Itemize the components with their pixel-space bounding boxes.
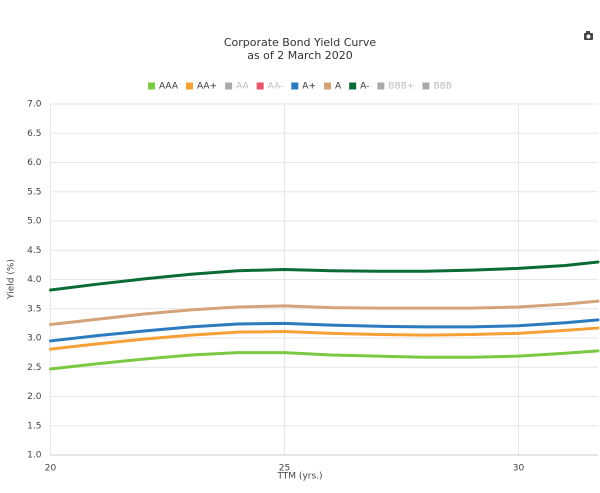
y-tick-label: 5.0: [27, 217, 42, 227]
chart-title: Corporate Bond Yield Curve: [224, 36, 377, 49]
series-line: [49, 349, 600, 371]
legend-item[interactable]: BBB+: [377, 82, 414, 92]
legend-label: AA+: [197, 82, 217, 92]
y-tick-label: 1.5: [27, 421, 41, 431]
legend-item[interactable]: AA-: [256, 82, 284, 92]
y-tick-label: 2.5: [27, 363, 41, 373]
legend-swatch: [148, 82, 155, 90]
y-tick-label: 6.0: [27, 158, 42, 168]
legend-item[interactable]: AAA: [148, 82, 179, 92]
legend-swatch: [349, 82, 357, 90]
legend-swatch: [324, 82, 331, 90]
legend-item[interactable]: A+: [291, 82, 316, 92]
legend-item[interactable]: AA: [225, 82, 250, 92]
legend-label: BBB: [433, 82, 452, 92]
legend-label: A: [335, 82, 342, 92]
legend-swatch: [225, 82, 233, 90]
legend-swatch: [256, 82, 264, 90]
series-line: [49, 318, 600, 343]
legend-label: A-: [360, 82, 369, 92]
y-tick-label: 7.0: [27, 100, 42, 110]
legend-item[interactable]: AA+: [185, 82, 217, 92]
y-tick-label: 6.5: [27, 129, 41, 139]
y-tick-label: 5.5: [27, 187, 41, 197]
legend-swatch: [185, 82, 193, 90]
legend-swatch: [377, 82, 385, 90]
legend-item[interactable]: A: [324, 82, 342, 92]
x-tick-label: 20: [45, 464, 57, 474]
y-axis-label: Yield (%): [7, 259, 17, 300]
x-tick-label: 25: [279, 464, 290, 474]
legend-label: AA: [236, 82, 249, 92]
legend-label: A+: [302, 82, 316, 92]
legend-swatch: [422, 82, 430, 90]
y-tick-label: 4.0: [27, 275, 42, 285]
x-tick-label: 30: [513, 464, 525, 474]
series-line: [49, 260, 600, 292]
legend-item[interactable]: BBB: [422, 82, 452, 92]
series-line: [49, 326, 600, 351]
y-tick-label: 4.5: [27, 246, 41, 256]
camera-button[interactable]: [580, 28, 596, 44]
y-tick-label: 3.0: [27, 334, 42, 344]
legend-item[interactable]: A-: [349, 82, 369, 92]
legend-swatch: [291, 82, 299, 90]
series-line: [49, 299, 600, 327]
y-tick-label: 2.0: [27, 392, 42, 402]
legend-label: AA-: [268, 82, 284, 92]
chart-subtitle: as of 2 March 2020: [247, 49, 353, 62]
legend-label: AAA: [159, 82, 179, 92]
y-tick-label: 3.5: [27, 304, 41, 314]
y-tick-label: 1.0: [27, 451, 42, 461]
legend: AAA AA+ AA AA- A+ A A- BBB+ BBB: [148, 82, 452, 92]
legend-label: BBB+: [388, 82, 414, 92]
x-axis-label: TTM (yrs.): [276, 472, 322, 482]
